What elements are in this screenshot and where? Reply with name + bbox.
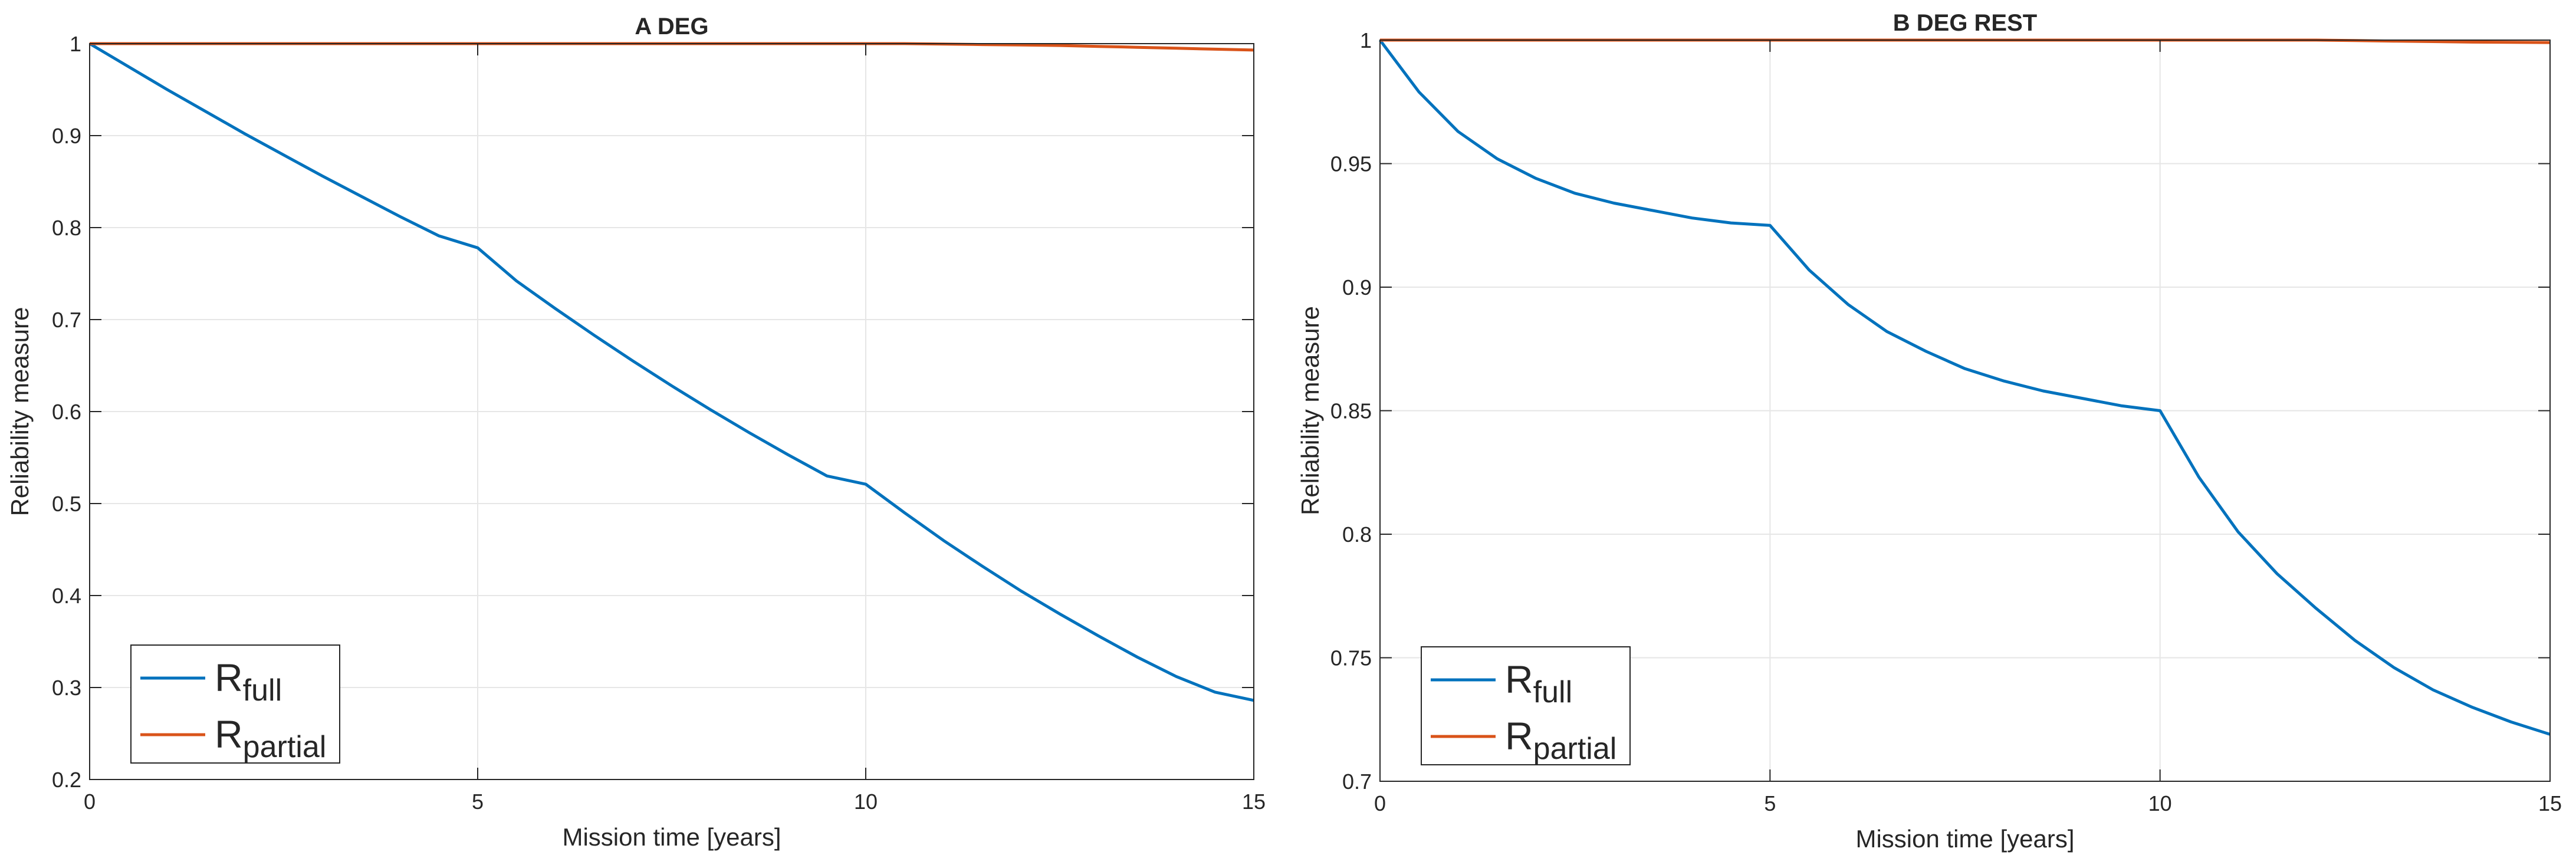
- legend-box: [130, 644, 340, 764]
- x-tick-label: 5: [472, 790, 484, 814]
- legend-entry-partial: Rpartial: [1505, 714, 1616, 766]
- legend-entry-subscript: partial: [1533, 732, 1617, 766]
- y-tick-label: 0.85: [1330, 399, 1372, 423]
- legend-entry-main: R: [215, 712, 243, 756]
- series-line-full: [1379, 39, 2551, 736]
- y-tick-label: 0.5: [52, 492, 81, 516]
- legend-entry-full: Rfull: [215, 656, 282, 708]
- x-axis-label: Mission time [years]: [1855, 825, 2074, 853]
- x-tick-label: 0: [1374, 791, 1386, 815]
- legend-entry-main: R: [215, 656, 243, 699]
- legend-box: [1421, 646, 1631, 765]
- legend-entry-main: R: [1505, 714, 1533, 758]
- chart-title: B DEG REST: [1893, 10, 2037, 36]
- x-tick-label: 15: [1242, 790, 1266, 814]
- y-tick-label: 0.7: [52, 308, 81, 332]
- x-tick-label: 5: [1764, 791, 1776, 815]
- legend-entry-subscript: full: [1533, 675, 1572, 709]
- series-line-full: [88, 42, 1254, 702]
- chart-panel-2: 0 5 10 15 0.7 0.75 0.8 0.85 0.9 0.95 1 B DEG REST Mi…: [1296, 10, 2562, 853]
- y-tick-label: 0.9: [52, 124, 81, 148]
- y-axis-label: Reliability measure: [6, 307, 34, 517]
- y-tick-label: 0.8: [1342, 522, 1372, 547]
- x-tick-label: 10: [2148, 791, 2172, 815]
- x-tick-label: 0: [84, 790, 96, 814]
- y-tick-label: 0.4: [52, 584, 81, 608]
- y-tick-label: 0.9: [1342, 275, 1372, 300]
- legend-entry-partial: Rpartial: [215, 712, 326, 764]
- y-tick-label: 0.3: [52, 676, 81, 700]
- y-tick-label: 0.95: [1330, 152, 1372, 176]
- y-tick-label: 1: [1360, 28, 1372, 52]
- y-axis-label: Reliability measure: [1296, 306, 1324, 515]
- y-tick-label: 0.2: [52, 768, 81, 792]
- y-tick-label: 1: [70, 32, 81, 56]
- y-tick-label: 0.7: [1342, 769, 1372, 794]
- x-tick-label: 10: [854, 790, 878, 814]
- y-tick-label: 0.75: [1330, 646, 1372, 670]
- legend-entry-full: Rfull: [1505, 657, 1572, 709]
- x-axis-label: Mission time [years]: [562, 823, 781, 851]
- y-tick-label: 0.8: [52, 216, 81, 240]
- series-line-partial: [90, 42, 1254, 52]
- legend-entry-subscript: partial: [243, 730, 327, 764]
- chart-title: A DEG: [635, 14, 708, 40]
- y-tick-label: 0.6: [52, 400, 81, 424]
- legend-entry-main: R: [1505, 657, 1533, 701]
- chart-panel-1: 0 5 10 15 0.2 0.3 0.4 0.5 0.6 0.7 0.8 0.9 1 A DEG Miss…: [6, 14, 1266, 851]
- x-tick-label: 15: [2538, 791, 2562, 815]
- legend-entry-subscript: full: [243, 673, 282, 708]
